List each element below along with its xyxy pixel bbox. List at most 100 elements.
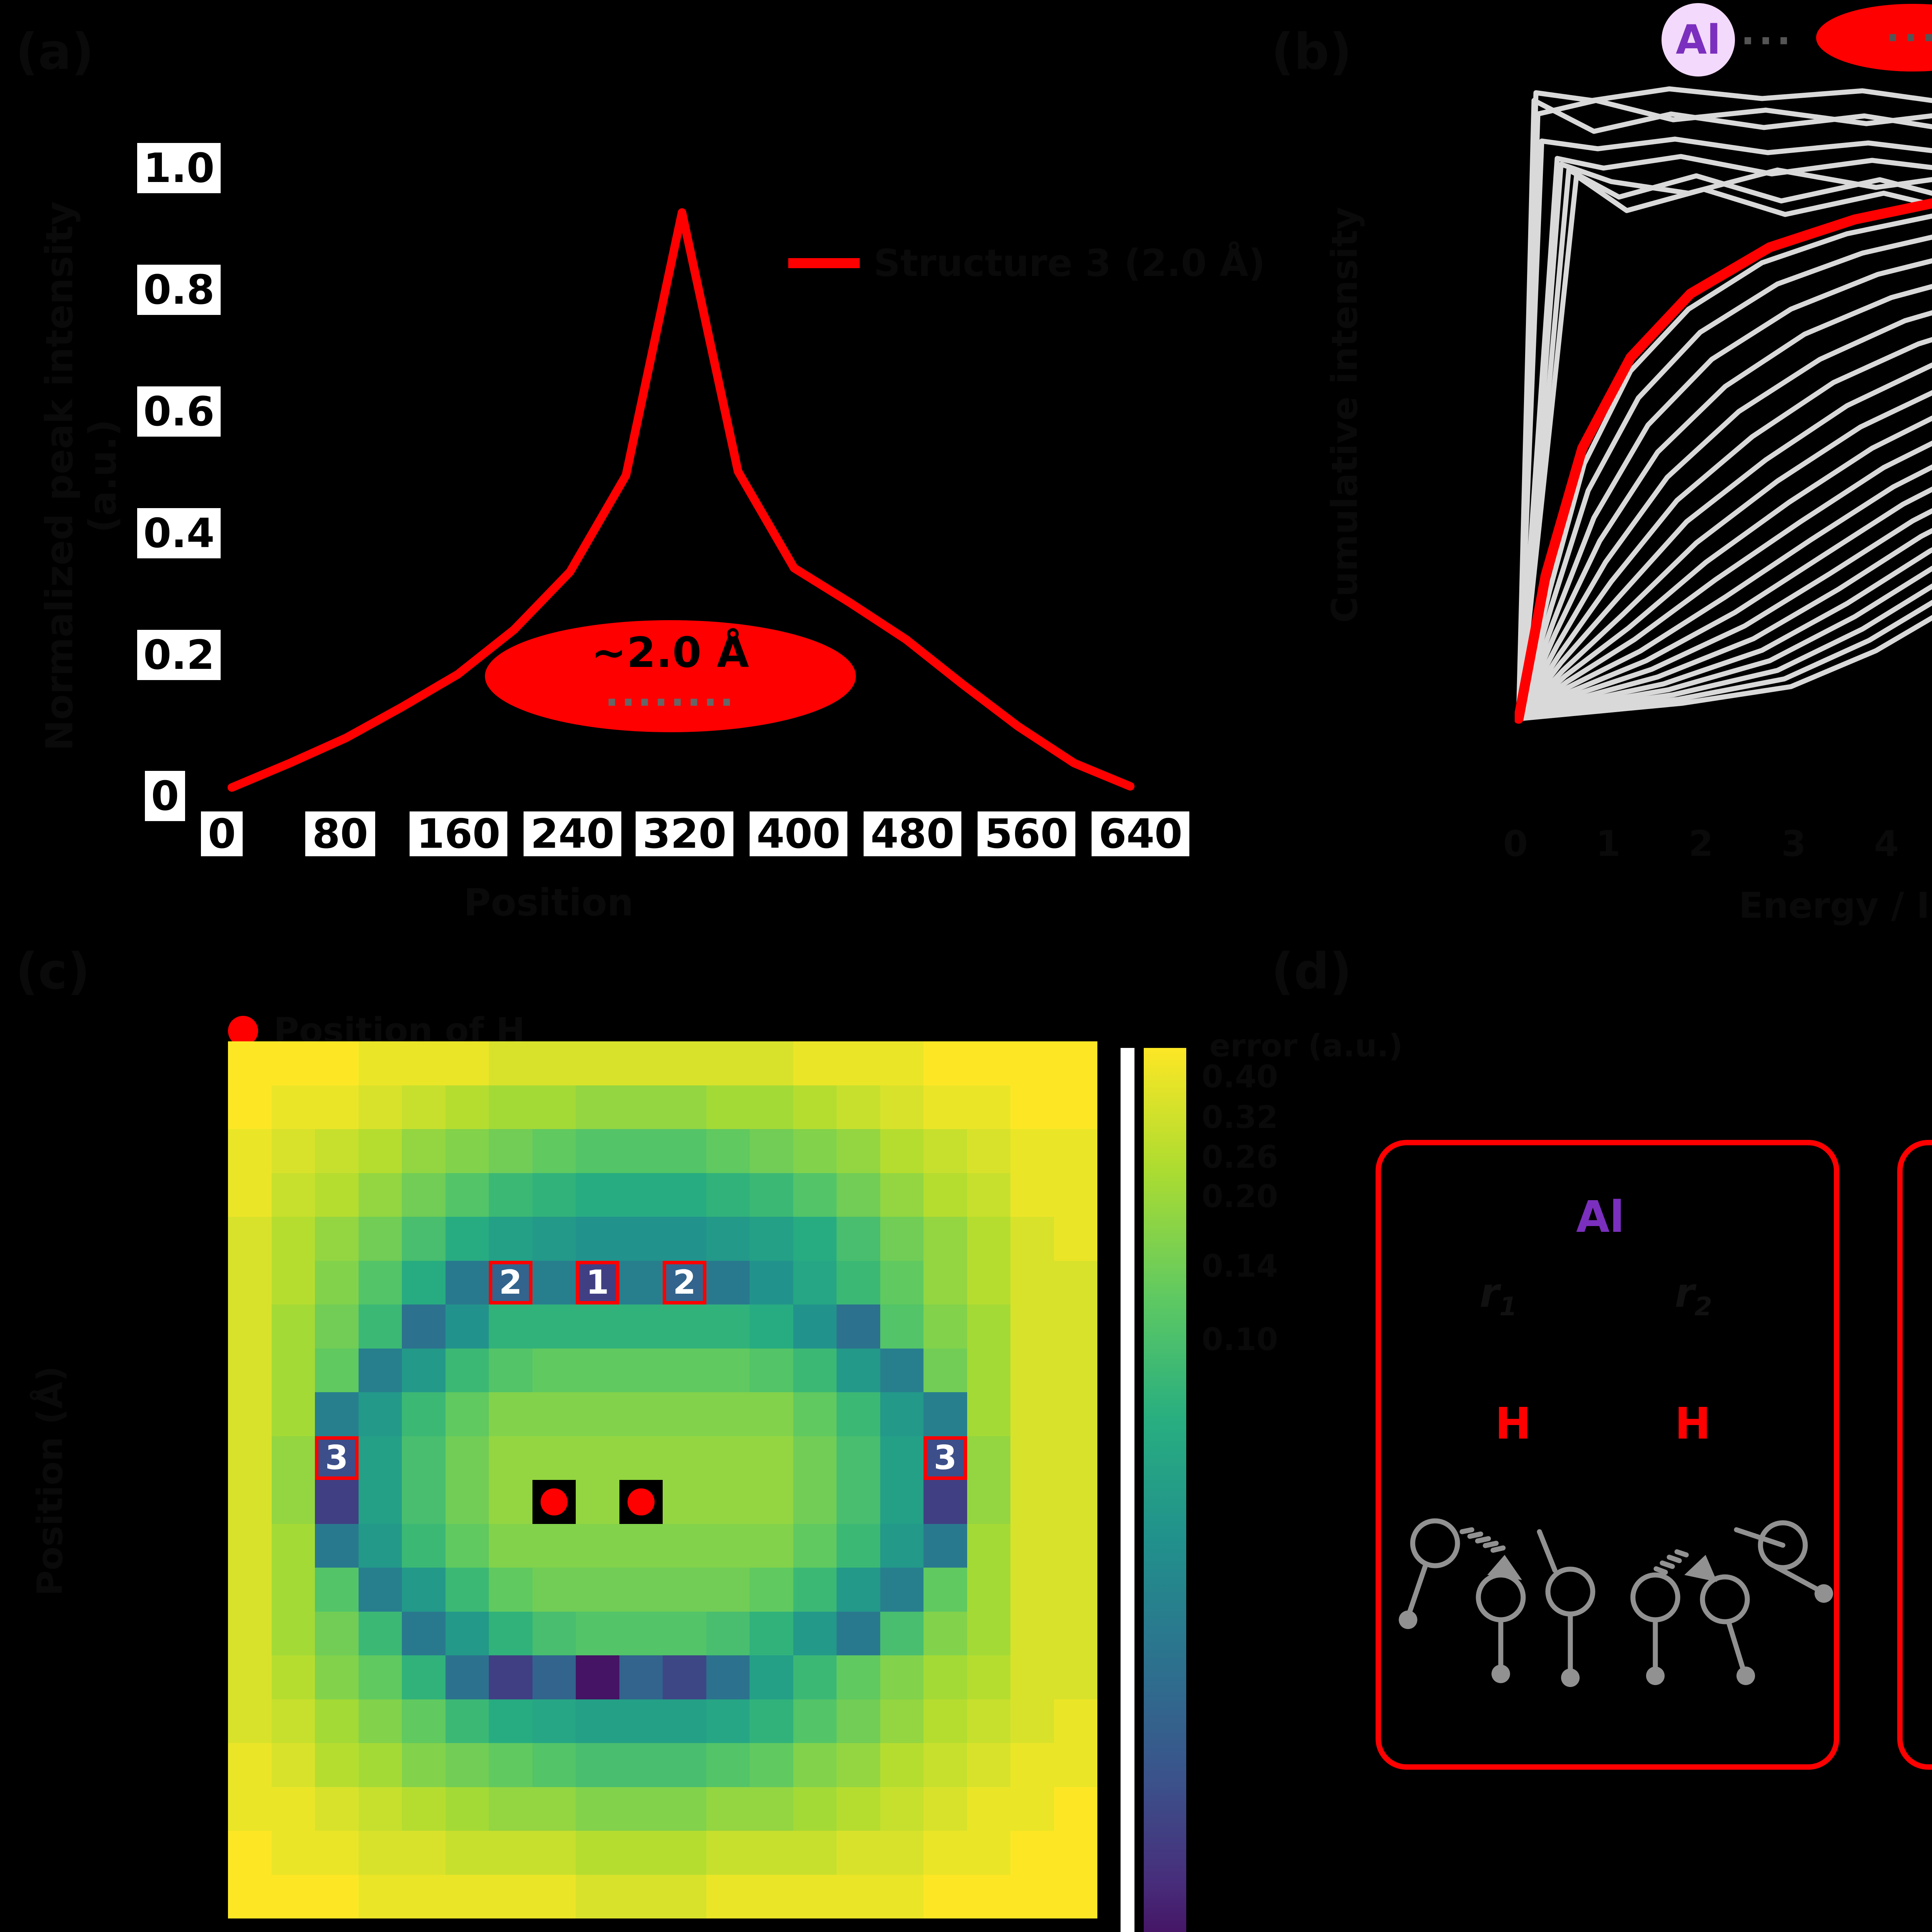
heatmap-cell (837, 1524, 880, 1568)
heatmap-cell (315, 1611, 359, 1655)
heatmap-cell (706, 1568, 750, 1612)
heatmap-cell (402, 1568, 446, 1612)
structure1-h2-label: H (1675, 1399, 1711, 1449)
heatmap-cell (750, 1874, 793, 1918)
heatmap-cell (750, 1611, 793, 1655)
heatmap-site-marker-1[interactable]: 1 (576, 1260, 619, 1304)
heatmap-cell (793, 1480, 837, 1524)
heatmap-cell (228, 1085, 272, 1129)
heatmap-cell (1010, 1304, 1054, 1349)
heatmap-cell (837, 1874, 880, 1918)
heatmap-cell (532, 1173, 576, 1217)
cbar-tick-3: 0.20 (1202, 1179, 1278, 1214)
heatmap-cell (793, 1041, 837, 1085)
heatmap-cell (880, 1129, 923, 1173)
heatmap-cell (402, 1436, 446, 1480)
heatmap-cell (271, 1129, 315, 1173)
heatmap-cell (228, 1173, 272, 1217)
panel-a-x-axis-label: Position (464, 881, 634, 924)
heatmap-cell (837, 1304, 880, 1349)
heatmap-cell (880, 1392, 923, 1436)
y-tick-1.0: 1.0 (137, 143, 221, 193)
heatmap-cell (445, 1831, 489, 1875)
heatmap-cell (402, 1260, 446, 1304)
heatmap-cell (663, 1129, 706, 1173)
heatmap-cell (315, 1743, 359, 1787)
heatmap-site-marker-3[interactable]: 3 (923, 1436, 967, 1480)
heatmap-cell (1010, 1568, 1054, 1612)
heatmap-cell (619, 1655, 663, 1699)
heatmap-cell (1054, 1480, 1097, 1524)
heatmap-cell (228, 1304, 272, 1349)
heatmap-cell (489, 1436, 532, 1480)
heatmap-cell (1054, 1085, 1097, 1129)
heatmap-cell (880, 1085, 923, 1129)
heatmap-cell (228, 1041, 272, 1085)
heatmap-cell (750, 1173, 793, 1217)
cbar-tick-0: 0.40 (1202, 1059, 1278, 1095)
heatmap-cell (880, 1831, 923, 1875)
structure-box-1[interactable]: Al r1 r2 H H (1376, 1140, 1839, 1770)
heatmap-cell (271, 1611, 315, 1655)
heatmap-cell (663, 1436, 706, 1480)
heatmap-cell (837, 1743, 880, 1787)
heatmap-cell (706, 1699, 750, 1743)
heatmap-cell (271, 1655, 315, 1699)
heatmap-cell (532, 1524, 576, 1568)
heatmap-cell (706, 1874, 750, 1918)
heatmap-site-marker-3[interactable]: 3 (315, 1436, 359, 1480)
heatmap-cell (402, 1611, 446, 1655)
heatmap-cell (663, 1480, 706, 1524)
heatmap-cell (358, 1480, 402, 1524)
heatmap-cell (750, 1568, 793, 1612)
heatmap-cell (967, 1874, 1010, 1918)
heatmap-cell (837, 1260, 880, 1304)
heatmap-cell (619, 1304, 663, 1349)
heatmap-site-marker-2[interactable]: 2 (489, 1260, 532, 1304)
red-ellipse-dots-icon: ··· (1886, 16, 1932, 60)
heatmap-cell (967, 1787, 1010, 1831)
heatmap-cell (228, 1655, 272, 1699)
heatmap-cell (228, 1217, 272, 1261)
heatmap-cell (271, 1568, 315, 1612)
heatmap-cell (489, 1217, 532, 1261)
heatmap-cell (837, 1787, 880, 1831)
heatmap-cell (228, 1699, 272, 1743)
heatmap-cell (706, 1787, 750, 1831)
panel-b-x-tick-0: 0 (1503, 823, 1528, 864)
panel-b-x-axis-label: Energy / Index (1739, 885, 1932, 926)
structure-box-2[interactable]: Al r2 r3 H H (1897, 1140, 1932, 1770)
heatmap-cell (793, 1568, 837, 1612)
heatmap-cell (445, 1260, 489, 1304)
heatmap-cell (402, 1699, 446, 1743)
heatmap-cell (532, 1743, 576, 1787)
heatmap-cell (967, 1173, 1010, 1217)
heatmap-cell (619, 1041, 663, 1085)
panel-c-label: (c) (15, 943, 90, 1000)
heatmap-cell (358, 1304, 402, 1349)
heatmap-cell (358, 1655, 402, 1699)
heatmap-cell (532, 1874, 576, 1918)
panel-a-annotation-ellipse: ~2.0 Å ········ (485, 620, 856, 732)
heatmap-cell (445, 1085, 489, 1129)
h-position-marker (532, 1480, 576, 1524)
heatmap-cell (402, 1217, 446, 1261)
heatmap-cell (402, 1831, 446, 1875)
heatmap-cell (489, 1085, 532, 1129)
heatmap-cell (271, 1743, 315, 1787)
heatmap-cell (358, 1348, 402, 1392)
heatmap-cell (271, 1348, 315, 1392)
heatmap-cell (837, 1611, 880, 1655)
heatmap-cell (489, 1304, 532, 1349)
heatmap-cell (1010, 1743, 1054, 1787)
heatmap-cell (706, 1831, 750, 1875)
heatmap-site-marker-2[interactable]: 2 (663, 1260, 706, 1304)
heatmap-cell (315, 1787, 359, 1831)
heatmap-cell (706, 1480, 750, 1524)
heatmap-cell (315, 1085, 359, 1129)
heatmap-cell (706, 1392, 750, 1436)
h-position-marker (619, 1480, 663, 1524)
heatmap-cell (750, 1524, 793, 1568)
heatmap-cell (489, 1787, 532, 1831)
heatmap-cell (1010, 1085, 1054, 1129)
